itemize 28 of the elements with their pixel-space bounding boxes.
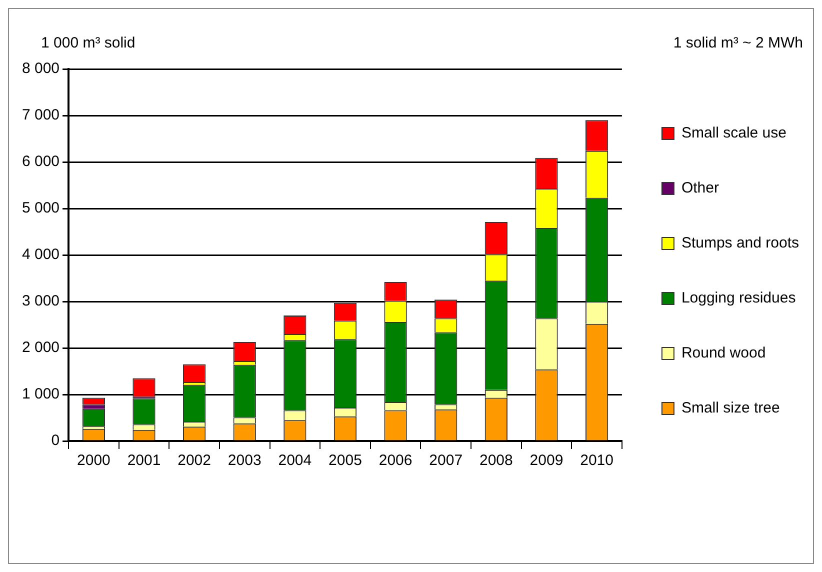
text: 1 solid m³ ~ 2 MWh: [673, 34, 803, 52]
x-tick-label: 2005: [328, 452, 362, 470]
legend-label: Small size tree: [681, 400, 780, 417]
x-tick-label: 2000: [77, 452, 110, 470]
y-tick-label: 3 000: [22, 292, 60, 310]
y-axis-title: 1 000 m³ solid: [41, 34, 136, 52]
legend-label: Stumps and roots: [681, 234, 799, 252]
y-tick-label: 8 000: [22, 60, 60, 78]
x-tick-label: 2004: [278, 452, 312, 470]
x-tick-label: 2008: [479, 452, 513, 470]
x-tick-label: 2003: [228, 452, 262, 470]
x-tick-label: 2010: [580, 452, 614, 470]
legend-label: Logging residues: [681, 290, 796, 307]
y-tick-label: 0: [51, 432, 60, 450]
y-tick-label: 6 000: [22, 153, 60, 170]
x-tick-label: 2001: [127, 452, 161, 470]
x-tick-label: 2009: [530, 452, 564, 470]
y-tick-label: 4 000: [22, 246, 60, 264]
x-tick-label: 2007: [429, 452, 463, 470]
y-tick-label: 2 000: [22, 339, 60, 356]
legend-label: Small scale use: [681, 124, 786, 142]
x-tick-label: 2002: [178, 452, 211, 470]
legend-label: Round wood: [681, 344, 766, 362]
legend-label: Other: [681, 180, 719, 197]
y-tick-label: 7 000: [22, 106, 60, 124]
x-tick-label: 2006: [378, 452, 412, 470]
y-tick-label: 5 000: [22, 200, 60, 217]
y-tick-label: 1 000: [22, 386, 60, 403]
